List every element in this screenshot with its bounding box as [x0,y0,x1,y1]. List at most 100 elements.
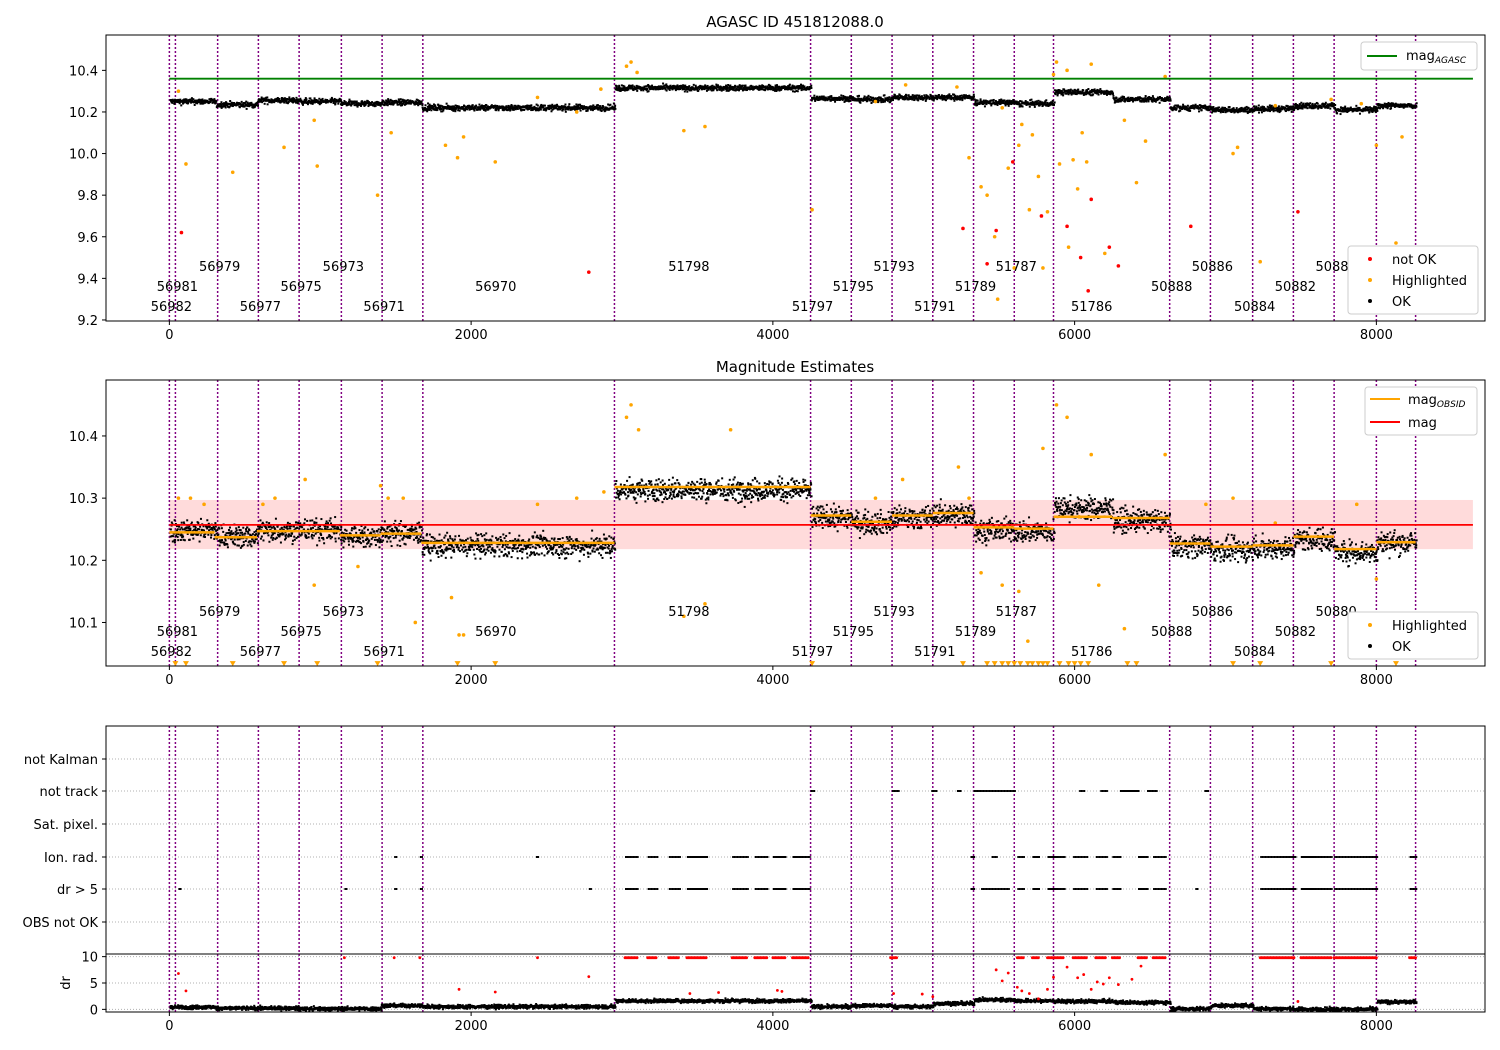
panel2-ok-point [444,534,447,537]
panel2-ok-point [449,547,452,550]
panel1-ok-point [879,96,882,99]
panel1-ok-point [347,103,350,106]
panel1-highlighted-point [312,118,317,123]
panel2-ok-point [366,538,369,541]
panel1-ok-point [726,87,729,90]
panel1-ok-point [1329,107,1332,110]
panel1-ok-point [1012,98,1015,101]
panel1-ok-point [1185,105,1188,108]
panel1-ok-point [243,101,246,104]
panel1-ok-point [1019,100,1022,103]
panel1-ok-point [1034,103,1037,106]
panel1-ok-point [1064,92,1067,95]
panel1-ok-point [1367,106,1370,109]
panel2-ok-point [494,550,497,553]
panel1-ok-point [767,86,770,89]
panel1-ok-point [1327,106,1330,109]
panel1-ok-point [1200,109,1203,112]
panel2-ok-point [513,547,516,550]
panel1-ok-point [1332,105,1335,108]
panel2-ok-point [288,525,291,528]
panel1-ok-point [474,106,477,109]
panel2-ok-point [465,548,468,551]
panel1-ok-point [1054,89,1057,92]
panel1-ok-point [340,101,343,104]
panel1-ok-point [893,95,896,98]
panel2-ok-point [374,544,377,547]
panel1-ok-point [703,85,706,88]
panel2-ok-point [316,528,319,531]
panel1-ok-point [438,104,441,107]
panel1-ok-point [959,94,962,97]
panel1-ok-point [928,97,931,100]
panel1-ok-point [1377,104,1380,107]
panel1-obsid-label: 50882 [1275,280,1316,295]
panel2-ok-point [281,533,284,536]
panel2-ok-point [469,548,472,551]
panel1-ok-point [596,104,599,107]
panel1-ok-point [668,85,671,88]
panel1-ok-point [537,107,540,110]
panel1-ok-point [485,104,488,107]
panel1-ok-point [857,99,860,102]
panel2-ok-point [181,528,184,531]
panel2-ok-point [244,532,247,535]
panel1-ok-point [1020,104,1023,107]
panel1-ok-point [240,105,243,108]
panel2-ok-point [422,536,425,539]
panel1-ok-point [483,108,486,111]
panel2-ok-point [203,533,206,536]
panel1-ok-point [1122,97,1125,100]
panel2-ok-point [498,555,501,558]
panel1-ok-point [1053,101,1056,104]
panel2-ok-point [418,525,421,528]
panel2-ok-point [264,526,267,529]
panel1-ok-point [1062,91,1065,94]
panel1-ok-point [985,103,988,106]
panel2-ok-point [497,537,500,540]
panel2-ok-point [248,529,251,532]
panel1-ok-point [1111,90,1114,93]
panel1-ok-point [495,109,498,112]
panel1-ok-point [768,88,771,91]
panel1-ok-point [1114,101,1117,104]
panel1-ok-point [728,88,731,91]
panel2-ok-point [480,533,483,536]
panel2-ok-point [238,538,241,541]
panel1-ok-point [538,108,541,111]
panel1-ok-point [858,94,861,97]
panel2-plot-area: 5698256981569795697756975569735697156970… [69,380,1473,688]
panel1-ok-point [889,101,892,104]
panel2-ok-point [204,532,207,535]
panel2-ok-point [172,535,175,538]
panel1-ok-point [1211,106,1214,109]
panel1-ok-point [561,109,564,112]
panel2-ok-point [340,526,343,529]
panel1-highlighted-point [1071,158,1075,162]
panel2-ok-point [418,526,421,529]
panel1-ok-point [219,105,222,108]
panel2-ok-point [409,535,412,538]
panel1-ok-point [1084,91,1087,94]
panel1-ok-point [987,102,990,105]
panel1-ok-point [1294,106,1297,109]
panel2-ok-point [376,540,379,543]
panel1-ok-point [1262,110,1265,113]
panel1-title: AGASC ID 451812088.0 [706,13,884,31]
panel1-ok-point [498,105,501,108]
panel1-ok-point [1268,108,1271,111]
panel1-ok-point [373,105,376,108]
panel1-ok-point [173,100,176,103]
panel2-ok-point [415,527,418,530]
panel1-ok-point [324,98,327,101]
panel1-ok-point [912,95,915,98]
panel1-ok-point [481,107,484,110]
panel1-ok-point [1194,103,1197,106]
panel1-ok-point [1375,108,1378,111]
panel1-ok-point [231,102,234,105]
panel2-ok-point [419,539,422,542]
panel2-ok-point [346,536,349,539]
panel1-ok-point [311,102,314,105]
panel1-ok-point [1317,107,1320,110]
panel2-ok-point [235,533,238,536]
